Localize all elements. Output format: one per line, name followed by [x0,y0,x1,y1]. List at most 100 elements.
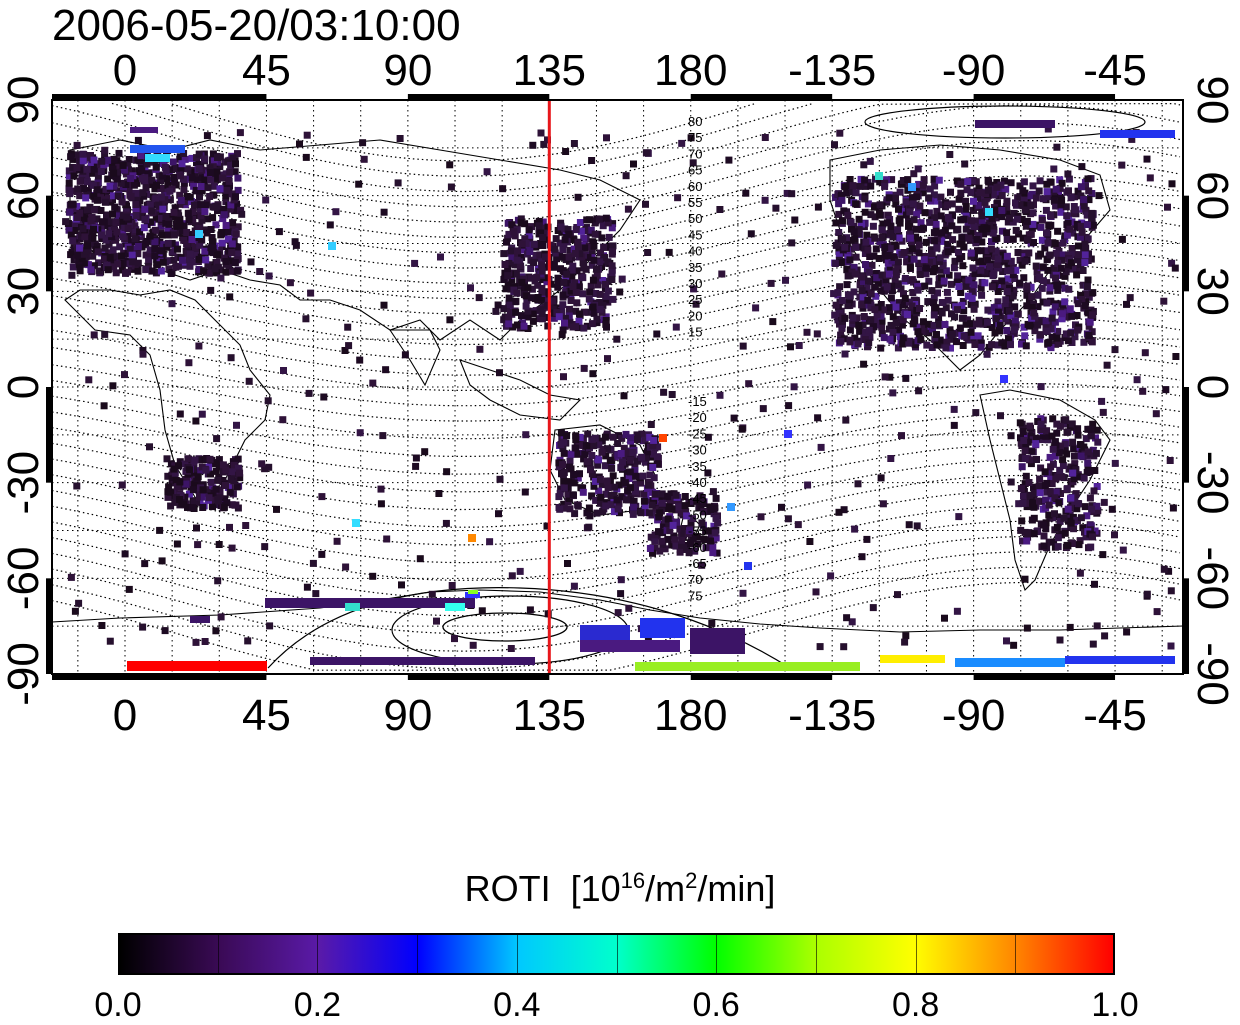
roti-cell [895,205,902,213]
roti-cell [604,484,612,492]
roti-cell [258,460,266,468]
roti-cell [571,250,579,257]
roti-cell [957,180,965,188]
roti-cell [560,373,567,381]
roti-cell [872,316,879,324]
roti-cell [622,448,630,456]
roti-cell [844,272,852,280]
roti-cell [1032,440,1040,448]
roti-cell [708,619,716,627]
roti-cell [78,254,86,262]
roti-cell [556,239,564,247]
roti-cell [226,168,234,176]
roti-cell [995,308,1002,316]
roti-cell [1081,259,1089,267]
roti-cell [1160,297,1168,305]
roti-cell [167,270,175,277]
roti-cell [1015,500,1023,508]
unit-prefix: [10 [570,868,621,909]
roti-cell [180,186,188,193]
roti-cell [544,136,551,144]
roti-cell [1020,437,1028,444]
roti-cell [942,267,950,275]
coastline [459,359,582,421]
roti-cell [1059,239,1067,247]
roti-cell [236,474,244,482]
roti-cell [994,199,1001,207]
roti-cell [1019,187,1027,195]
roti-cell [1085,322,1093,330]
roti-cell [676,548,684,556]
roti-cell [214,577,222,585]
coastline [51,589,1184,633]
roti-cell [998,213,1006,221]
roti-cell [566,318,574,326]
roti-cell [993,206,1000,214]
roti-cell [1072,264,1080,272]
roti-cell [862,182,870,190]
roti-cell [603,134,610,142]
roti-cell [642,454,650,462]
roti-band [445,603,465,611]
roti-cell [867,182,875,190]
roti-cell [238,210,246,218]
roti-cell [964,220,972,228]
roti-cell [858,301,866,309]
roti-cell [1038,284,1046,292]
roti-cell [967,320,975,328]
roti-cell [90,206,98,214]
roti-cell [1023,537,1031,545]
roti-cell [1005,214,1013,222]
contour-label: 50 [688,211,702,226]
roti-cell [1090,487,1098,495]
roti-cell [602,317,610,324]
roti-cell [1119,546,1127,554]
roti-cell [787,343,794,351]
roti-cell [469,641,477,649]
roti-cell [547,280,555,288]
roti-cell [913,323,921,331]
roti-cell [224,228,232,236]
roti-cell [936,254,944,262]
roti-cell [102,198,110,206]
roti-cell [986,263,994,271]
roti-cell [975,184,983,192]
roti-cell [1084,309,1092,317]
roti-cell [996,312,1004,320]
contour-label: -15 [688,394,707,409]
roti-cell [1001,281,1009,289]
roti-cell [510,228,518,236]
roti-cell [99,222,107,230]
roti-cell [573,299,581,307]
roti-cell [884,259,892,267]
contour-label: -35 [688,459,707,474]
roti-cell [499,185,507,193]
roti-cell [518,254,526,261]
roti-cell [359,139,367,147]
roti-cell [1007,312,1015,319]
axis-labels: 0 45 90 135 180 -135 -90 -450 45 90 135 180 -135 -90-… [0,46,1237,740]
roti-cell [256,268,264,275]
roti-cell [168,166,176,174]
roti-cell [162,213,170,220]
roti-cell [192,186,200,194]
roti-cell [1123,628,1131,636]
roti-cell [209,214,217,222]
roti-cell [1091,467,1099,474]
roti-cell [560,484,568,492]
roti-cell [841,314,849,322]
roti-cell [947,335,955,343]
roti-cell [1007,267,1015,275]
roti-cell [1028,304,1036,311]
roti-cell [124,250,132,257]
roti-cell [904,186,912,194]
roti-cell [182,480,190,488]
roti-cell [229,267,237,275]
contour-label: 35 [688,260,702,275]
roti-cell [176,410,184,418]
roti-cell [164,493,172,501]
roti-cell [1054,327,1062,335]
roti-cell [602,280,609,288]
roti-cell [412,454,420,462]
roti-cell [738,425,746,433]
